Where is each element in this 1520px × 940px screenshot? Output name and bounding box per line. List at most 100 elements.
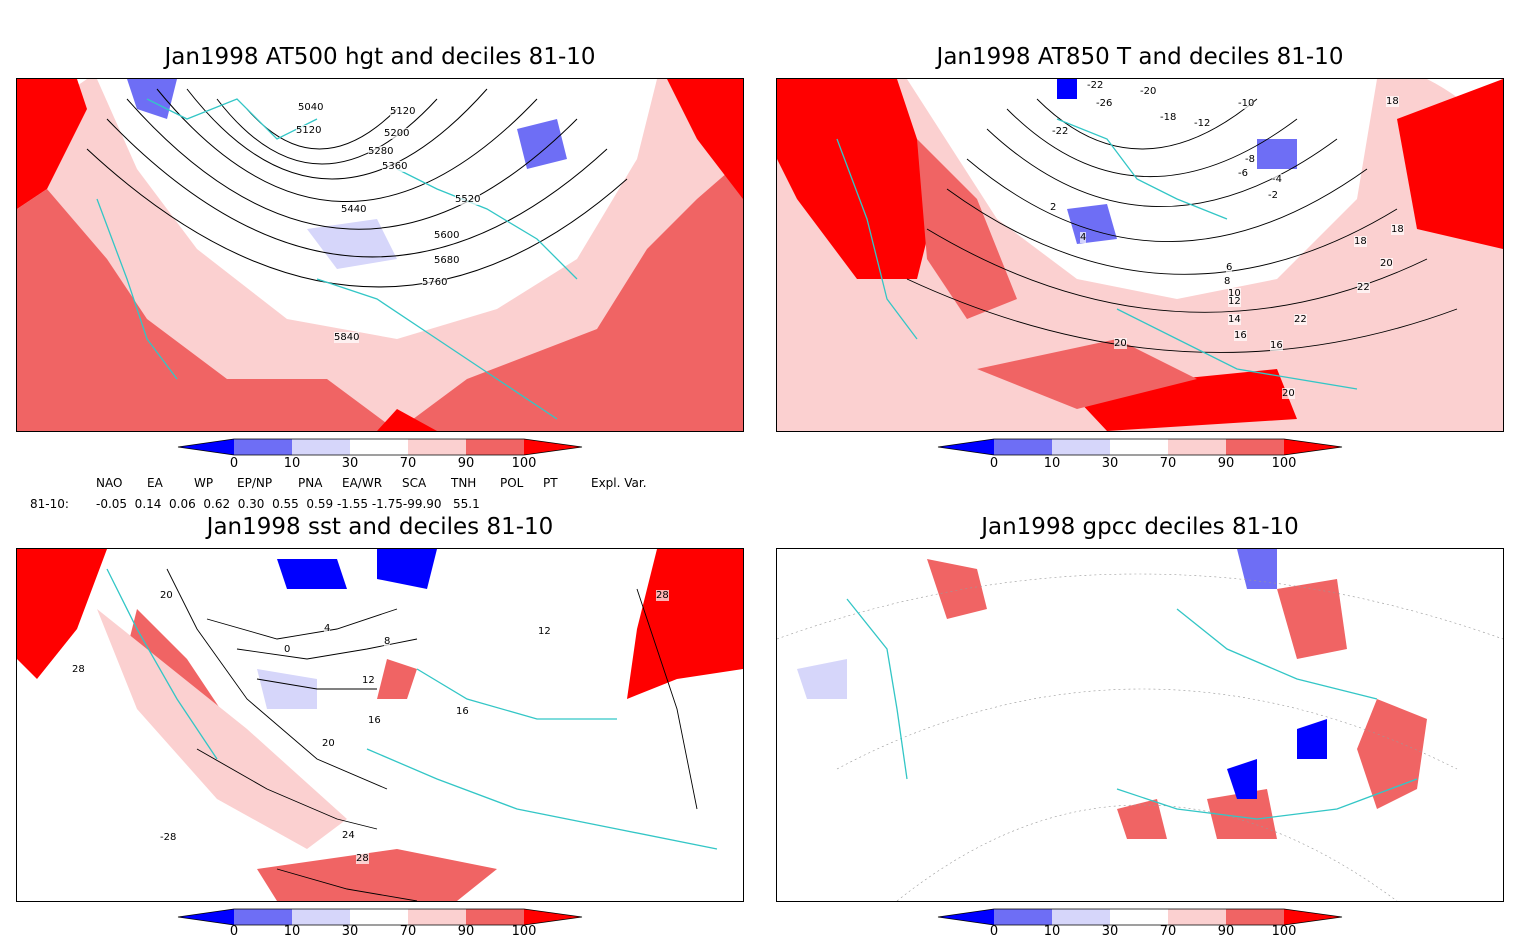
colorbar-tick: 70 [1159,924,1177,939]
contour-label: -22 [1087,80,1104,91]
panel-title-hgt: Jan1998 AT500 hgt and deciles 81-10 [164,44,596,70]
contour-label: -28 [160,832,177,843]
contour-label: 12 [1228,296,1241,307]
shading-high [257,849,497,901]
colorbar-tick: 70 [1159,456,1177,471]
contour-label: 5120 [390,106,416,117]
shading-high [397,159,743,431]
shading-neutral [907,79,1377,299]
colorbar-tick: 0 [989,924,999,939]
contour-label: 4 [324,623,331,634]
contour-label: 18 [1391,224,1404,235]
contour-label: 20 [322,738,335,749]
shading-low [127,79,177,119]
shading-high [777,79,937,279]
contour-label: 5440 [341,204,367,215]
contour-label: 5680 [434,255,460,266]
colorbar-tick: 90 [1217,924,1235,939]
index-header-tnh: TNH [451,476,477,490]
colorbar-tick: 100 [1271,456,1297,471]
colorbar-tick: 100 [511,924,537,939]
contour-label: 16 [1234,330,1247,341]
colorbar-tick: 70 [399,456,417,471]
contour-label: 5200 [384,128,410,139]
shading-high [1207,789,1277,839]
shading-high [1277,579,1347,659]
shading-low [797,659,847,699]
contour-label: 5840 [334,332,360,343]
index-header-eawr: EA/WR [342,476,383,490]
contour-label: -6 [1238,168,1248,179]
contour-label: 22 [1294,314,1307,325]
colorbar-tick: 90 [1217,456,1235,471]
contour-label: -12 [1194,118,1211,129]
contour-label: 12 [538,626,551,637]
contour-label: -20 [1140,86,1157,97]
colorbar-tick: 10 [283,924,301,939]
colorbar-tick: 10 [283,456,301,471]
contour-label: 16 [456,706,469,717]
colorbar-tick: 100 [1271,924,1297,939]
map-hgt [16,78,744,432]
colorbar-bottom-right [937,908,1343,926]
shading-high [627,549,743,699]
index-header-wp: WP [194,476,214,490]
shading-low [517,119,567,169]
contour-label: 20 [160,590,173,601]
contour-label: 22 [1357,282,1370,293]
index-row-values: -0.05 0.14 0.06 0.62 0.30 0.55 0.59 -1.5… [96,497,480,511]
shading-neutral [97,79,657,339]
colorbar-tick: 10 [1043,924,1061,939]
panel-title-sst: Jan1998 sst and deciles 81-10 [206,514,554,540]
contour-label: 5600 [434,230,460,241]
contour-label: 12 [362,675,375,686]
contour-label: -22 [1052,126,1069,137]
colorbar-bottom-left [177,908,583,926]
shading-high [1117,799,1167,839]
map-temp [776,78,1504,432]
shading-high [17,79,87,209]
panel-title-temp: Jan1998 AT850 T and deciles 81-10 [936,44,1344,70]
contour-label: 6 [1226,262,1233,273]
shading-high [667,79,743,199]
index-header-pol: POL [500,476,524,490]
colorbar-tick: 30 [341,924,359,939]
shading-high [1397,79,1503,249]
index-row-label: 81-10: [30,497,69,511]
contour-label: 20 [1282,388,1295,399]
contour-label: 5040 [298,102,324,113]
contour-label: 8 [1224,276,1231,287]
contour-label: -18 [1160,112,1177,123]
shading-low [1237,549,1277,589]
index-header-pna: PNA [298,476,323,490]
contour-label: -8 [1245,154,1255,165]
contour-label: 14 [1228,314,1241,325]
shading-high [917,139,1017,319]
index-header-nao: NAO [96,476,123,490]
shading-low [377,549,437,589]
contour-label: 5520 [455,194,481,205]
contour-label: -26 [1096,98,1113,109]
contour-label: -10 [1238,98,1255,109]
colorbar-tick: 0 [229,924,239,939]
shading-high [927,559,987,619]
contour-label: 5280 [368,146,394,157]
shading-high [1077,369,1297,431]
colorbar-tick: 90 [457,924,475,939]
contour-label: 28 [656,590,669,601]
map-gpcc [776,548,1504,902]
panel-title-gpcc: Jan1998 gpcc deciles 81-10 [981,514,1299,540]
contour-label: 2 [1050,202,1057,213]
contour-label: 24 [342,830,355,841]
shading-low [1227,759,1257,799]
shading-low [1297,719,1327,759]
shading-high [377,659,417,699]
contour-label: 5760 [422,277,448,288]
contour-label: 28 [356,853,369,864]
contour-label: -2 [1268,190,1278,201]
colorbar-tick: 30 [1101,456,1119,471]
shading-low [257,669,317,709]
contour-label: -4 [1272,174,1282,185]
shading-low [1057,79,1077,99]
index-header-pt: PT [543,476,558,490]
